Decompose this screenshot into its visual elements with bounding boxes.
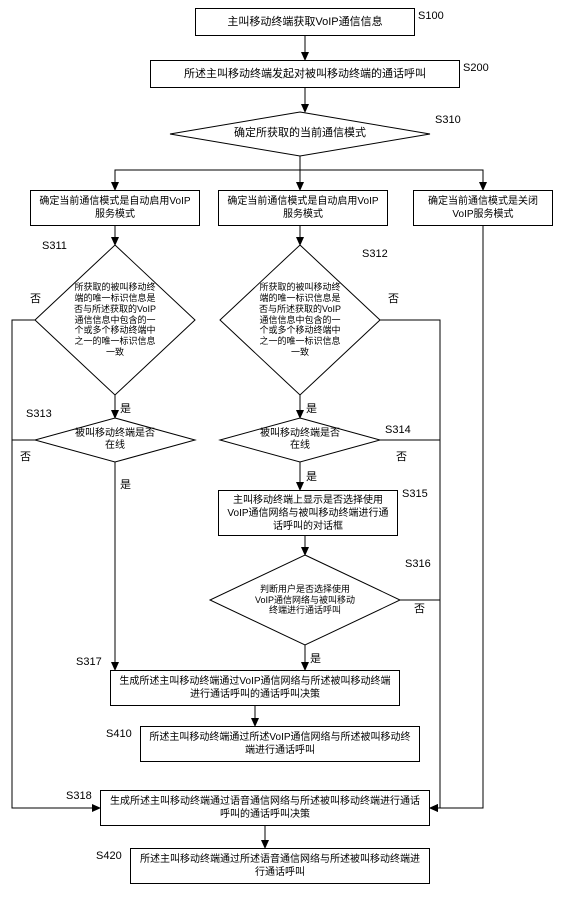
step-label-l410: S410 — [106, 728, 132, 740]
node-text-s200: 所述主叫移动终端发起对被叫移动终端的通话呼叫 — [184, 67, 426, 81]
step-label-l200: S200 — [463, 62, 489, 74]
flow-canvas — [0, 0, 567, 904]
edge-e3c — [300, 156, 483, 190]
node-branchA: 确定当前通信模式是自动启用VoIP服务模式 — [30, 190, 200, 226]
edge-label-e316yes: 是 — [310, 650, 321, 666]
step-label-l311: S311 — [42, 240, 67, 252]
diamond-s312 — [220, 245, 380, 395]
diamond-s313 — [35, 418, 195, 462]
diamond-s314 — [220, 418, 380, 462]
step-label-l316: S316 — [405, 558, 431, 570]
diamond-s311 — [35, 245, 195, 395]
node-s100: 主叫移动终端获取VoIP通信信息 — [195, 8, 415, 36]
node-branchC: 确定当前通信模式是关闭VoIP服务模式 — [413, 190, 553, 226]
node-s317: 生成所述主叫移动终端通过VoIP通信网络与所述被叫移动终端进行通话呼叫的通话呼叫… — [110, 670, 400, 706]
edge-label-e314no: 否 — [396, 448, 407, 464]
node-text-s100: 主叫移动终端获取VoIP通信信息 — [227, 15, 382, 29]
edge-label-e311yes: 是 — [120, 400, 131, 416]
node-text-s410: 所述主叫移动终端通过所述VoIP通信网络与所述被叫移动终端进行通话呼叫 — [147, 731, 413, 757]
step-label-l314: S314 — [385, 424, 411, 436]
diamond-text-s316: 判断用户是否选择使用VoIP通信网络与被叫移动终端进行通话呼叫 — [253, 564, 358, 636]
edge-e311-no — [12, 320, 100, 808]
diamond-s310 — [170, 112, 430, 156]
diamond-text-s311: 所获取的被叫移动终端的唯一标识信息是否与所述获取的VoIP通信信息中包含的一个或… — [71, 260, 159, 380]
node-text-s315: 主叫移动终端上显示是否选择使用VoIP通信网络与被叫移动终端进行通话呼叫的对话框 — [225, 494, 391, 533]
step-label-l100: S100 — [418, 10, 444, 22]
diamond-text-s314: 被叫移动终端是否在线 — [256, 422, 344, 457]
edge-label-e314yes: 是 — [306, 468, 317, 484]
edge-label-e313no: 否 — [20, 448, 31, 464]
node-branchB: 确定当前通信模式是自动启用VoIP服务模式 — [218, 190, 388, 226]
node-text-s317: 生成所述主叫移动终端通过VoIP通信网络与所述被叫移动终端进行通话呼叫的通话呼叫… — [117, 675, 393, 701]
step-label-l312: S312 — [362, 248, 388, 260]
edge-label-e312yes: 是 — [306, 400, 317, 416]
node-text-s318: 生成所述主叫移动终端通过语音通信网络与所述被叫移动终端进行通话呼叫的通话呼叫决策 — [107, 795, 423, 821]
step-label-l310: S310 — [435, 114, 461, 126]
node-text-branchB: 确定当前通信模式是自动启用VoIP服务模式 — [225, 195, 381, 221]
node-s315: 主叫移动终端上显示是否选择使用VoIP通信网络与被叫移动终端进行通话呼叫的对话框 — [218, 490, 398, 536]
node-text-branchC: 确定当前通信模式是关闭VoIP服务模式 — [420, 195, 546, 221]
node-s410: 所述主叫移动终端通过所述VoIP通信网络与所述被叫移动终端进行通话呼叫 — [140, 726, 420, 762]
edge-e-branchC — [430, 226, 483, 808]
node-text-branchA: 确定当前通信模式是自动启用VoIP服务模式 — [37, 195, 193, 221]
edge-label-e311no: 否 — [30, 290, 41, 306]
step-label-l318: S318 — [66, 790, 92, 802]
node-s318: 生成所述主叫移动终端通过语音通信网络与所述被叫移动终端进行通话呼叫的通话呼叫决策 — [100, 790, 430, 826]
diamond-text-s312: 所获取的被叫移动终端的唯一标识信息是否与所述获取的VoIP通信信息中包含的一个或… — [256, 260, 344, 380]
step-label-l420: S420 — [96, 850, 122, 862]
diamond-s316 — [210, 555, 400, 645]
edge-e3a — [115, 156, 300, 190]
diamond-text-s310: 确定所获取的当前通信模式 — [229, 116, 372, 151]
edge-label-e316no: 否 — [414, 600, 425, 616]
edge-label-e313yes: 是 — [120, 476, 131, 492]
edge-label-e312no: 否 — [388, 290, 399, 306]
step-label-l315: S315 — [402, 488, 428, 500]
step-label-l313: S313 — [26, 408, 52, 420]
diamond-text-s313: 被叫移动终端是否在线 — [71, 422, 159, 457]
node-s200: 所述主叫移动终端发起对被叫移动终端的通话呼叫 — [150, 60, 460, 88]
node-text-s420: 所述主叫移动终端通过所述语音通信网络与所述被叫移动终端进行通话呼叫 — [137, 853, 423, 879]
step-label-l317: S317 — [76, 656, 102, 668]
node-s420: 所述主叫移动终端通过所述语音通信网络与所述被叫移动终端进行通话呼叫 — [130, 848, 430, 884]
